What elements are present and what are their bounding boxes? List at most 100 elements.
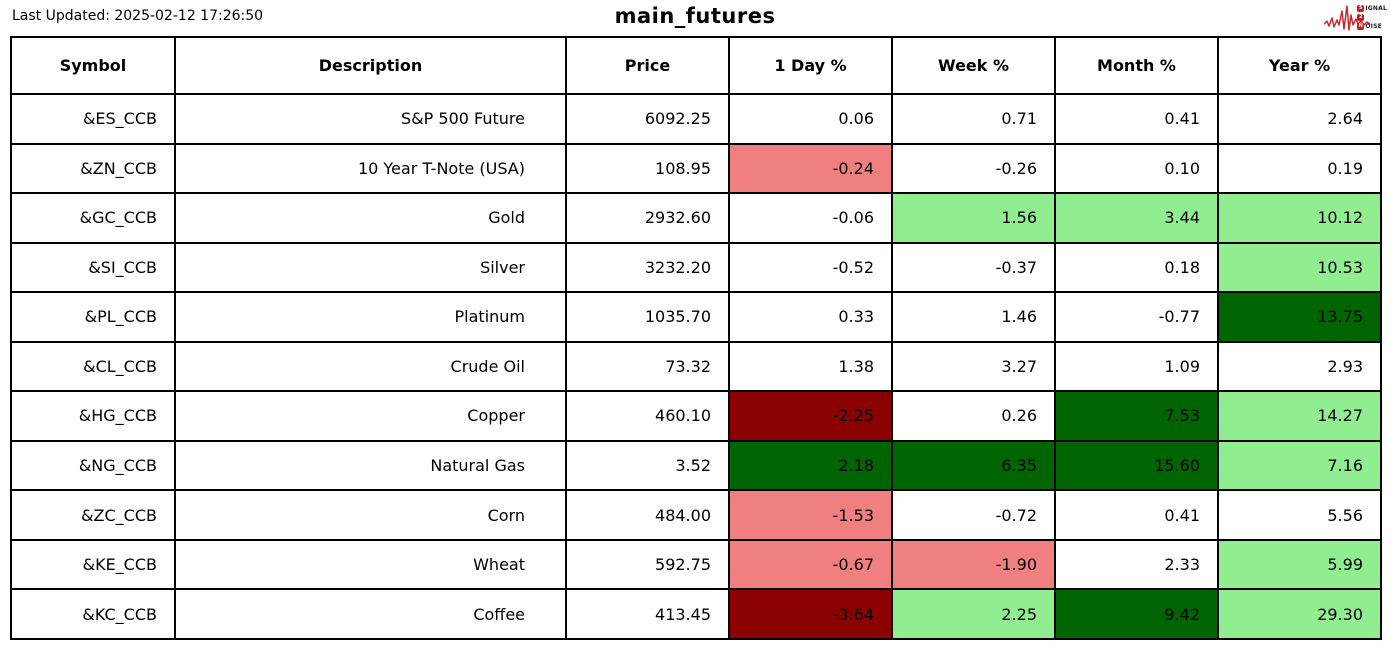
description-cell: S&P 500 Future: [174, 93, 567, 145]
pct-1day-cell: 2.18: [728, 439, 893, 492]
pct-year-cell: 13.75: [1217, 291, 1382, 343]
price-cell: 108.95: [565, 142, 730, 195]
price-cell: 2932.60: [565, 192, 730, 244]
pct-year-cell: 7.16: [1217, 439, 1382, 492]
pct-1day-cell: -2.25: [728, 390, 893, 442]
pct-month-cell: 3.44: [1054, 192, 1219, 244]
futures-table-body: &ES_CCB S&P 500 Future 6092.25 0.06 0.71 0.41…: [10, 93, 1382, 640]
pct-year-cell: 2.64: [1217, 93, 1382, 145]
pct-year-cell: 2.93: [1217, 340, 1382, 393]
logo-letterbox-n: N: [1357, 23, 1365, 30]
table-row: &HG_CCB Copper 460.10 -2.25 0.26 7.53 14.27: [10, 390, 1382, 442]
pct-1day-cell: -0.24: [728, 142, 893, 195]
table-row: &ES_CCB S&P 500 Future 6092.25 0.06 0.71 0.41…: [10, 93, 1382, 145]
pct-week-cell: 0.26: [891, 390, 1056, 442]
symbol-cell: &KE_CCB: [10, 538, 176, 591]
futures-table: Symbol Description Price 1 Day % Week % …: [10, 36, 1382, 640]
pct-month-cell: -0.77: [1054, 291, 1219, 343]
description-cell: Natural Gas: [174, 439, 567, 492]
logo-line-2: 2: [1357, 14, 1387, 22]
pct-year-cell: 0.19: [1217, 142, 1382, 195]
table-row: &KC_CCB Coffee 413.45 -3.64 2.25 9.42 29.30: [10, 588, 1382, 640]
symbol-cell: &GC_CCB: [10, 192, 176, 244]
symbol-cell: &ZC_CCB: [10, 489, 176, 541]
description-cell: Coffee: [174, 588, 567, 640]
pct-1day-cell: -1.53: [728, 489, 893, 541]
pct-month-cell: 0.41: [1054, 489, 1219, 541]
description-cell: Corn: [174, 489, 567, 541]
pct-month-cell: 9.42: [1054, 588, 1219, 640]
symbol-cell: &HG_CCB: [10, 390, 176, 442]
price-cell: 460.10: [565, 390, 730, 442]
pct-week-cell: 6.35: [891, 439, 1056, 492]
symbol-cell: &ES_CCB: [10, 93, 176, 145]
logo-text: S IGNAL 2 N OISE: [1357, 5, 1387, 31]
pct-week-cell: 3.27: [891, 340, 1056, 393]
pct-1day-cell: 0.06: [728, 93, 893, 145]
pct-1day-cell: -0.52: [728, 241, 893, 294]
symbol-cell: &NG_CCB: [10, 439, 176, 492]
pct-month-cell: 2.33: [1054, 538, 1219, 591]
table-row: &NG_CCB Natural Gas 3.52 2.18 6.35 15.60 7.16: [10, 439, 1382, 492]
pct-week-cell: -0.26: [891, 142, 1056, 195]
description-cell: Gold: [174, 192, 567, 244]
table-row: &KE_CCB Wheat 592.75 -0.67 -1.90 2.33 5.99: [10, 538, 1382, 591]
table-header-row: Symbol Description Price 1 Day % Week % …: [10, 36, 1382, 95]
page-title: main_futures: [614, 4, 776, 28]
table-row: &SI_CCB Silver 3232.20 -0.52 -0.37 0.18 10.53: [10, 241, 1382, 294]
table-row: &PL_CCB Platinum 1035.70 0.33 1.46 -0.77 13.75: [10, 291, 1382, 343]
column-header-week: Week %: [891, 36, 1056, 95]
description-cell: Silver: [174, 241, 567, 294]
price-cell: 3232.20: [565, 241, 730, 294]
price-cell: 484.00: [565, 489, 730, 541]
column-header-1day: 1 Day %: [728, 36, 893, 95]
pct-week-cell: 1.56: [891, 192, 1056, 244]
table-row: &CL_CCB Crude Oil 73.32 1.38 3.27 1.09 2.93: [10, 340, 1382, 393]
pct-1day-cell: -0.67: [728, 538, 893, 591]
symbol-cell: &CL_CCB: [10, 340, 176, 393]
pct-month-cell: 0.41: [1054, 93, 1219, 145]
description-cell: Wheat: [174, 538, 567, 591]
pct-year-cell: 5.56: [1217, 489, 1382, 541]
column-header-year: Year %: [1217, 36, 1382, 95]
price-cell: 1035.70: [565, 291, 730, 343]
pct-month-cell: 0.18: [1054, 241, 1219, 294]
table-row: &GC_CCB Gold 2932.60 -0.06 1.56 3.44 10.12: [10, 192, 1382, 244]
pct-month-cell: 1.09: [1054, 340, 1219, 393]
pct-year-cell: 5.99: [1217, 538, 1382, 591]
pct-1day-cell: -3.64: [728, 588, 893, 640]
price-cell: 592.75: [565, 538, 730, 591]
logo-line-signal: S IGNAL: [1357, 5, 1387, 12]
column-header-symbol: Symbol: [10, 36, 176, 95]
pct-week-cell: -1.90: [891, 538, 1056, 591]
pct-1day-cell: -0.06: [728, 192, 893, 244]
symbol-cell: &ZN_CCB: [10, 142, 176, 195]
pct-week-cell: 1.46: [891, 291, 1056, 343]
pct-1day-cell: 0.33: [728, 291, 893, 343]
pct-week-cell: 2.25: [891, 588, 1056, 640]
description-cell: Copper: [174, 390, 567, 442]
futures-table-container: Symbol Description Price 1 Day % Week % …: [10, 36, 1382, 640]
pct-week-cell: 0.71: [891, 93, 1056, 145]
last-updated-text: Last Updated: 2025-02-12 17:26:50: [12, 8, 264, 24]
price-cell: 3.52: [565, 439, 730, 492]
pct-month-cell: 15.60: [1054, 439, 1219, 492]
logo-letterbox-2: 2: [1357, 14, 1365, 21]
table-row: &ZN_CCB 10 Year T-Note (USA) 108.95 -0.24 -0…: [10, 142, 1382, 195]
logo-letterbox-s: S: [1357, 5, 1365, 12]
price-cell: 73.32: [565, 340, 730, 393]
pct-1day-cell: 1.38: [728, 340, 893, 393]
pct-year-cell: 10.12: [1217, 192, 1382, 244]
table-row: &ZC_CCB Corn 484.00 -1.53 -0.72 0.41 5.56: [10, 489, 1382, 541]
symbol-cell: &SI_CCB: [10, 241, 176, 294]
price-cell: 413.45: [565, 588, 730, 640]
column-header-month: Month %: [1054, 36, 1219, 95]
description-cell: 10 Year T-Note (USA): [174, 142, 567, 195]
pct-month-cell: 7.53: [1054, 390, 1219, 442]
price-cell: 6092.25: [565, 93, 730, 145]
pct-month-cell: 0.10: [1054, 142, 1219, 195]
column-header-description: Description: [174, 36, 567, 95]
pct-week-cell: -0.72: [891, 489, 1056, 541]
pct-week-cell: -0.37: [891, 241, 1056, 294]
